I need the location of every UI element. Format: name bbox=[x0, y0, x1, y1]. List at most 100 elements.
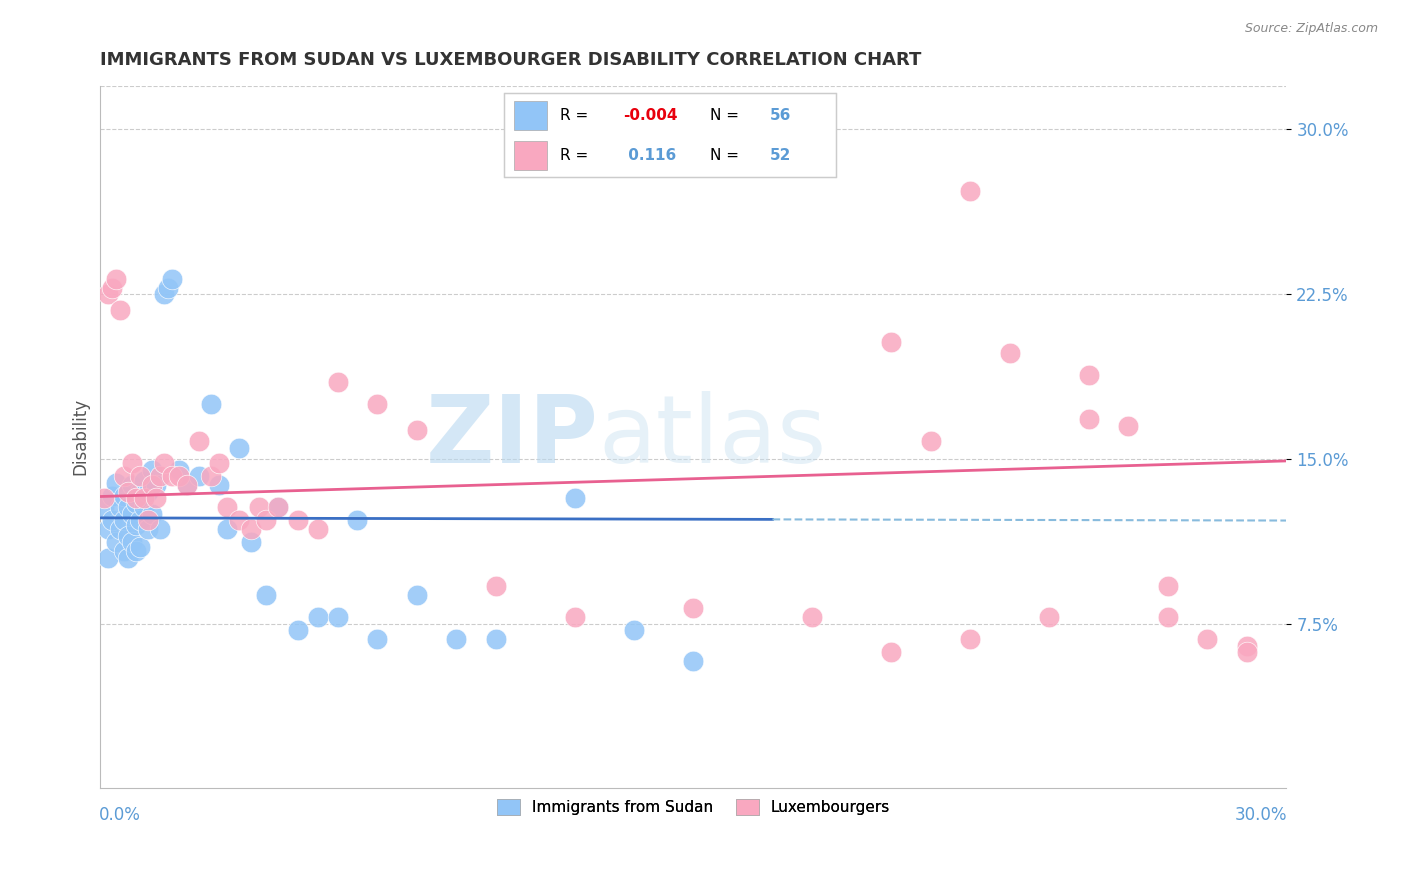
Point bbox=[959, 184, 981, 198]
Point bbox=[117, 500, 139, 515]
Point bbox=[97, 522, 120, 536]
Point bbox=[1077, 368, 1099, 383]
Text: Source: ZipAtlas.com: Source: ZipAtlas.com bbox=[1244, 22, 1378, 36]
Point bbox=[444, 632, 467, 646]
Point bbox=[215, 500, 238, 515]
Point bbox=[128, 469, 150, 483]
Point bbox=[101, 513, 124, 527]
Point bbox=[141, 507, 163, 521]
Point bbox=[169, 469, 191, 483]
Point bbox=[105, 272, 128, 286]
Point bbox=[125, 544, 148, 558]
Point bbox=[128, 484, 150, 499]
Point bbox=[117, 484, 139, 499]
Point bbox=[160, 469, 183, 483]
Point bbox=[101, 489, 124, 503]
Legend: Immigrants from Sudan, Luxembourgers: Immigrants from Sudan, Luxembourgers bbox=[489, 791, 898, 822]
Point bbox=[136, 522, 159, 536]
Point bbox=[287, 623, 309, 637]
Point bbox=[112, 469, 135, 483]
Point bbox=[105, 476, 128, 491]
Point bbox=[239, 535, 262, 549]
Point bbox=[145, 478, 167, 492]
Point bbox=[623, 623, 645, 637]
Point bbox=[254, 513, 277, 527]
Point bbox=[121, 507, 143, 521]
Text: atlas: atlas bbox=[599, 391, 827, 483]
Point bbox=[108, 500, 131, 515]
Point bbox=[149, 469, 172, 483]
Point bbox=[208, 456, 231, 470]
Point bbox=[326, 375, 349, 389]
Point bbox=[132, 491, 155, 506]
Point bbox=[228, 513, 250, 527]
Point bbox=[176, 478, 198, 492]
Text: ZIP: ZIP bbox=[426, 391, 599, 483]
Point bbox=[136, 484, 159, 499]
Point bbox=[1197, 632, 1219, 646]
Point bbox=[125, 496, 148, 510]
Point bbox=[1157, 579, 1180, 593]
Point bbox=[228, 441, 250, 455]
Point bbox=[121, 478, 143, 492]
Point bbox=[145, 491, 167, 506]
Point bbox=[97, 550, 120, 565]
Point bbox=[117, 550, 139, 565]
Point bbox=[112, 489, 135, 503]
Y-axis label: Disability: Disability bbox=[72, 399, 89, 475]
Point bbox=[112, 544, 135, 558]
Point bbox=[128, 540, 150, 554]
Point bbox=[564, 491, 586, 506]
Point bbox=[254, 588, 277, 602]
Point bbox=[326, 610, 349, 624]
Point bbox=[200, 397, 222, 411]
Point bbox=[215, 522, 238, 536]
Point bbox=[97, 287, 120, 301]
Point bbox=[880, 335, 903, 350]
Point bbox=[125, 491, 148, 506]
Point bbox=[188, 469, 211, 483]
Point bbox=[682, 654, 704, 668]
Point bbox=[307, 610, 329, 624]
Point bbox=[93, 500, 115, 515]
Point bbox=[112, 513, 135, 527]
Point bbox=[1077, 412, 1099, 426]
Point bbox=[247, 500, 270, 515]
Point bbox=[176, 478, 198, 492]
Text: 30.0%: 30.0% bbox=[1234, 805, 1288, 824]
Point bbox=[267, 500, 290, 515]
Point bbox=[132, 500, 155, 515]
Point bbox=[920, 434, 942, 449]
Point bbox=[801, 610, 824, 624]
Point bbox=[169, 463, 191, 477]
Point bbox=[128, 513, 150, 527]
Text: 0.0%: 0.0% bbox=[100, 805, 141, 824]
Point bbox=[200, 469, 222, 483]
Point bbox=[239, 522, 262, 536]
Point bbox=[136, 513, 159, 527]
Point bbox=[188, 434, 211, 449]
Point bbox=[485, 579, 508, 593]
Point bbox=[101, 280, 124, 294]
Point bbox=[880, 645, 903, 659]
Point bbox=[1236, 645, 1258, 659]
Point bbox=[156, 280, 179, 294]
Text: IMMIGRANTS FROM SUDAN VS LUXEMBOURGER DISABILITY CORRELATION CHART: IMMIGRANTS FROM SUDAN VS LUXEMBOURGER DI… bbox=[100, 51, 922, 69]
Point bbox=[121, 456, 143, 470]
Point bbox=[405, 588, 427, 602]
Point bbox=[108, 302, 131, 317]
Point bbox=[152, 456, 174, 470]
Point bbox=[1236, 639, 1258, 653]
Point bbox=[132, 474, 155, 488]
Point bbox=[485, 632, 508, 646]
Point bbox=[160, 272, 183, 286]
Point bbox=[117, 529, 139, 543]
Point bbox=[564, 610, 586, 624]
Point bbox=[366, 397, 388, 411]
Point bbox=[1038, 610, 1060, 624]
Point bbox=[93, 491, 115, 506]
Point bbox=[307, 522, 329, 536]
Point bbox=[287, 513, 309, 527]
Point bbox=[1157, 610, 1180, 624]
Point bbox=[682, 601, 704, 615]
